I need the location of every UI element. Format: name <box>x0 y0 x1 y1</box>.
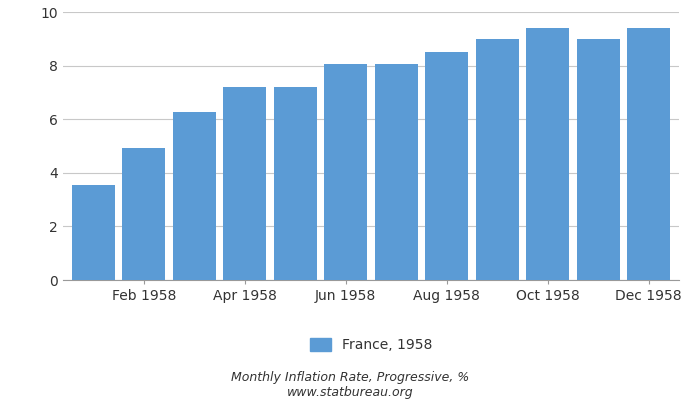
Bar <box>173 112 216 280</box>
Text: Monthly Inflation Rate, Progressive, %: Monthly Inflation Rate, Progressive, % <box>231 372 469 384</box>
Bar <box>426 52 468 280</box>
Bar <box>72 185 115 280</box>
Bar <box>274 86 316 280</box>
Bar <box>627 28 670 280</box>
Bar <box>374 64 418 280</box>
Bar <box>577 39 620 280</box>
Legend: France, 1958: France, 1958 <box>304 332 438 358</box>
Bar <box>526 28 569 280</box>
Bar <box>476 39 519 280</box>
Bar <box>223 86 266 280</box>
Bar <box>122 148 165 280</box>
Bar <box>324 64 368 280</box>
Text: www.statbureau.org: www.statbureau.org <box>287 386 413 399</box>
